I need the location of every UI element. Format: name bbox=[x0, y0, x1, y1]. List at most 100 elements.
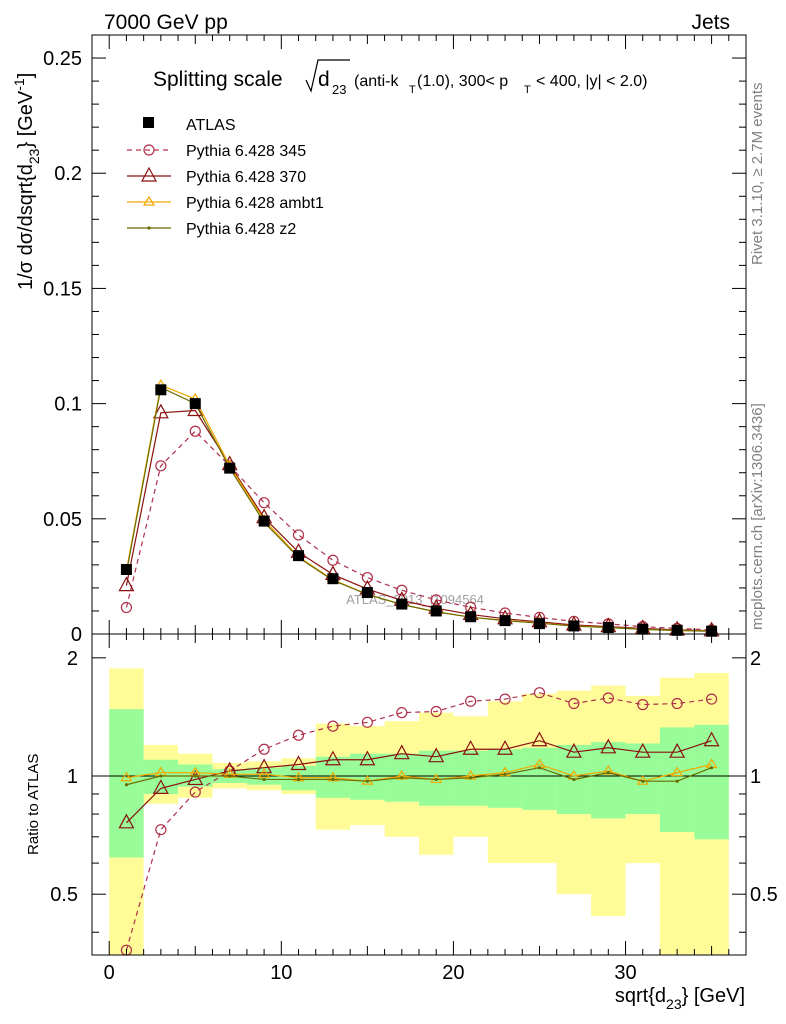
main-ylabel-b: } [GeV bbox=[15, 90, 37, 148]
series-point-ratio-ambt1 bbox=[258, 768, 271, 778]
band-inner-bin bbox=[487, 749, 523, 808]
legend-marker-atlas bbox=[143, 117, 154, 128]
series-point-main-p345 bbox=[155, 460, 167, 472]
legend-label-345: Pythia 6.428 345 bbox=[186, 143, 306, 160]
series-point-ratio-p370 bbox=[462, 739, 479, 755]
series-point-ratio-p370 bbox=[118, 813, 135, 829]
series-point-ratio-z2 bbox=[228, 774, 232, 778]
plot-title: Splitting scale d 23 (anti-k T (1.0), 30… bbox=[153, 59, 648, 97]
ratio-y-tick-label-right: 0.5 bbox=[750, 884, 778, 906]
series-point-ratio-z2 bbox=[400, 776, 404, 780]
series-point-ratio-p345 bbox=[189, 786, 201, 798]
main-y-tick-label: 0.2 bbox=[54, 163, 82, 185]
axis-ticks bbox=[91, 34, 747, 955]
series-point-ratio-ambt1 bbox=[430, 773, 443, 784]
series-point-ratio-p345 bbox=[361, 716, 373, 728]
series-point-ratio-p345 bbox=[533, 687, 546, 699]
series-point-ratio-p370 bbox=[393, 744, 410, 760]
series-point-ratio-z2 bbox=[434, 777, 438, 782]
series-point-ratio-z2 bbox=[537, 766, 542, 770]
series-point-ratio-p345 bbox=[671, 697, 683, 710]
series-point-ratio-p345 bbox=[292, 729, 305, 741]
ratio-y-axis-label: Ratio to ATLAS bbox=[25, 754, 42, 855]
ratio-y-tick-label-right: 1 bbox=[750, 766, 761, 788]
series-point-ratio-p345 bbox=[465, 695, 477, 707]
data-point-atlas bbox=[258, 515, 270, 527]
series-point-ratio-z2 bbox=[193, 774, 197, 778]
title-main: Splitting scale bbox=[153, 68, 283, 91]
x-tick-label: 0 bbox=[104, 962, 115, 984]
title-cut-sub-2: T bbox=[524, 84, 531, 96]
energy-label: 7000 GeV pp bbox=[104, 11, 228, 34]
title-cut-prefix: (anti-k bbox=[354, 73, 399, 90]
xlabel-a-sub: 23 bbox=[666, 996, 682, 1012]
title-symbol: d bbox=[318, 68, 330, 91]
series-point-ratio-p370 bbox=[669, 742, 686, 758]
curves-layer bbox=[118, 379, 720, 956]
ratio-y-tick-label-left: 0.5 bbox=[50, 884, 78, 906]
series-point-main-p345 bbox=[361, 571, 373, 584]
series-point-ratio-z2 bbox=[572, 777, 576, 782]
series-point-ratio-p370 bbox=[256, 758, 273, 774]
series-point-ratio-p370 bbox=[290, 755, 307, 771]
series-line-main-z2 bbox=[125, 386, 712, 632]
legend-label-ambt1: Pythia 6.428 ambt1 bbox=[186, 195, 324, 212]
series-point-ratio-p370 bbox=[565, 742, 582, 758]
series-point-ratio-z2 bbox=[365, 779, 369, 783]
series-point-ratio-p345 bbox=[705, 693, 718, 705]
series-point-ratio-z2 bbox=[709, 766, 714, 770]
data-point-atlas bbox=[361, 587, 373, 599]
main-ylabel-c: ] bbox=[15, 73, 37, 79]
series-point-ratio-p345 bbox=[499, 693, 511, 705]
series-point-ratio-z2 bbox=[641, 779, 645, 783]
series-line-main-p345 bbox=[125, 430, 712, 631]
data-point-atlas bbox=[499, 615, 511, 627]
series-point-main-p345 bbox=[430, 594, 442, 606]
series-point-ratio-ambt1 bbox=[361, 775, 374, 785]
data-point-atlas bbox=[189, 398, 201, 410]
legend: ATLAS Pythia 6.428 345 Pythia 6.428 370 … bbox=[127, 117, 324, 238]
series-point-ratio-p370 bbox=[703, 731, 720, 747]
data-point-atlas bbox=[430, 605, 442, 617]
title-cut-end: < 400, |y| < 2.0) bbox=[536, 73, 648, 90]
series-point-ratio-z2 bbox=[262, 777, 266, 782]
series-point-main-p345 bbox=[292, 529, 305, 541]
series-point-ratio-z2 bbox=[331, 777, 335, 782]
main-y-tick-label: 0.25 bbox=[43, 48, 82, 70]
main-ylabel-a-sub: 23 bbox=[26, 148, 42, 164]
series-point-main-p345 bbox=[396, 584, 408, 596]
mcplots-label: mcplots.cern.ch [arXiv:1306.3436] bbox=[749, 403, 766, 630]
legend-marker-345 bbox=[143, 144, 155, 156]
title-cut-mid: (1.0), 300< p bbox=[417, 73, 508, 90]
legend-label-atlas: ATLAS bbox=[186, 117, 236, 134]
data-point-atlas bbox=[568, 620, 580, 632]
data-point-atlas bbox=[293, 550, 305, 562]
band-inner-bin bbox=[591, 742, 626, 819]
series-point-main-p345 bbox=[120, 601, 133, 614]
series-point-ratio-p345 bbox=[430, 705, 442, 718]
xlabel-a: sqrt{d bbox=[615, 985, 666, 1007]
series-point-ratio-z2 bbox=[469, 776, 473, 780]
data-point-atlas bbox=[533, 618, 545, 630]
main-ylabel-b-sup: -1 bbox=[11, 78, 27, 91]
uncertainty-bands bbox=[92, 668, 746, 955]
main-y-tick-label: 0.15 bbox=[43, 278, 82, 300]
title-cut-sub-1: T bbox=[409, 84, 416, 96]
series-point-main-p345 bbox=[189, 425, 201, 437]
legend-marker-z2 bbox=[147, 226, 151, 230]
title-symbol-sub: 23 bbox=[332, 82, 346, 97]
series-point-ratio-ambt1 bbox=[671, 766, 684, 777]
x-tick-label: 30 bbox=[614, 962, 636, 984]
series-point-ratio-z2 bbox=[296, 777, 301, 782]
data-point-atlas bbox=[224, 462, 236, 474]
main-ylabel-a: 1/σ dσ/dsqrt{d bbox=[15, 164, 37, 290]
band-inner-bin bbox=[522, 747, 557, 810]
data-point-atlas bbox=[602, 622, 614, 634]
series-line-ratio-ambt1 bbox=[126, 763, 712, 782]
legend-label-370: Pythia 6.428 370 bbox=[186, 169, 306, 186]
jets-label: Jets bbox=[691, 11, 730, 34]
series-point-ratio-p345 bbox=[155, 824, 167, 836]
data-point-atlas bbox=[327, 573, 339, 585]
legend-marker-ambt1 bbox=[142, 195, 156, 206]
rivet-version-label: Rivet 3.1.10, ≥ 2.7M events bbox=[749, 83, 766, 266]
